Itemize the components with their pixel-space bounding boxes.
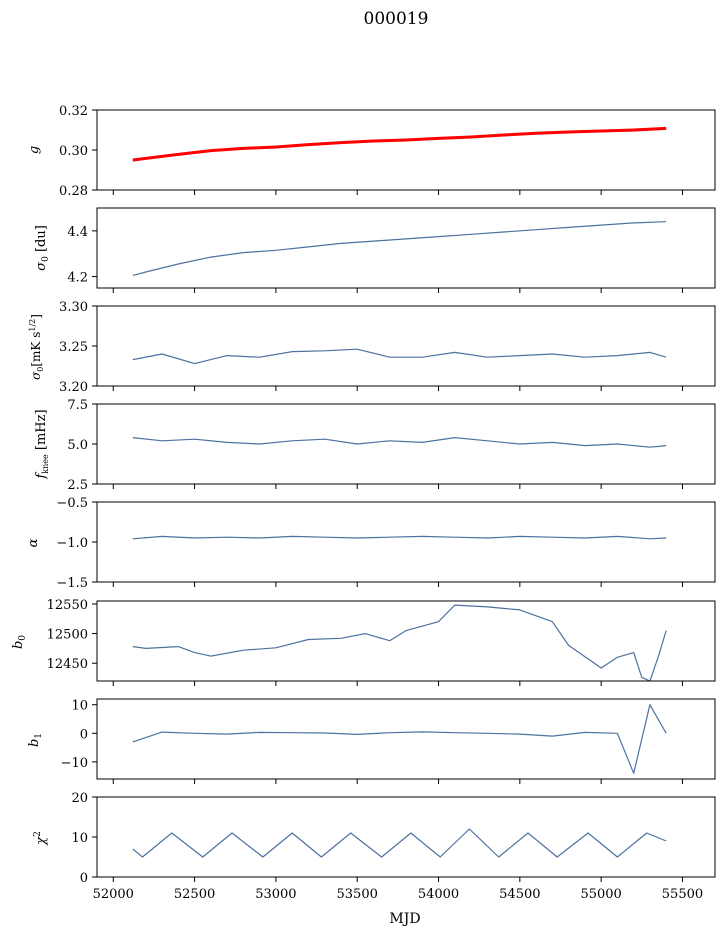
- y-tick-label-fknee-0: 2.5: [67, 478, 88, 493]
- y-tick-label-chi2-0: 0: [80, 871, 88, 886]
- panel-alpha: α: [26, 538, 41, 547]
- series-line-alpha-0: [132, 535, 667, 540]
- svg-text:α: α: [26, 538, 41, 547]
- panel-b0: b0: [11, 635, 28, 649]
- axes-frame-sigma0-mk: [96, 305, 716, 387]
- y-tick-label-sigma0-du-1: 4.4: [67, 225, 88, 240]
- series-line-b1-0: [132, 704, 667, 774]
- x-tick-label-0: 52000: [93, 887, 134, 902]
- axes-frame-sigma0-du: [96, 207, 716, 289]
- panel-b0-ylabel: b0: [11, 635, 28, 649]
- panel-chi2-ylabel: χ2: [33, 831, 49, 846]
- axes-frame-alpha: [96, 501, 716, 583]
- axes-frame-b0: [96, 600, 716, 682]
- series-line-sigma0-du-0: [132, 221, 667, 276]
- y-tick-label-b1-2: 10: [71, 699, 88, 714]
- svg-text:fknee [mHz]: fknee [mHz]: [34, 409, 50, 479]
- svg-text:b1: b1: [27, 733, 44, 747]
- y-tick-label-chi2-1: 10: [71, 831, 88, 846]
- panel-g: g: [27, 146, 42, 154]
- y-tick-label-fknee-1: 5.0: [67, 438, 88, 453]
- svg-text:χ2: χ2: [33, 831, 49, 846]
- y-tick-label-b1-1: 0: [80, 727, 88, 742]
- svg-text:g: g: [27, 146, 42, 154]
- y-tick-label-g-1: 0.30: [59, 144, 88, 159]
- panel-fknee: fknee [mHz]: [34, 409, 50, 479]
- panel-sigma0-mk: σ0[mK s1/2]: [28, 314, 45, 380]
- x-tick-label-3: 53500: [337, 887, 378, 902]
- x-tick-label-6: 55000: [580, 887, 621, 902]
- y-tick-label-sigma0-mk-0: 3.20: [59, 380, 88, 395]
- panel-fknee-ylabel: fknee [mHz]: [34, 409, 50, 479]
- y-tick-label-sigma0-mk-1: 3.25: [59, 340, 88, 355]
- y-tick-label-chi2-2: 20: [71, 791, 88, 806]
- y-tick-label-sigma0-du-0: 4.2: [67, 271, 88, 286]
- y-tick-label-b1-0: −10: [61, 756, 88, 771]
- svg-text:σ0[mK s1/2]: σ0[mK s1/2]: [28, 314, 45, 380]
- panel-alpha-ylabel: α: [26, 538, 41, 547]
- svg-text:b0: b0: [11, 635, 28, 649]
- panel-chi2: χ2: [33, 831, 49, 846]
- panel-sigma0-du: σ0 [du]: [34, 225, 51, 271]
- y-tick-label-b0-2: 12550: [47, 598, 88, 613]
- x-tick-label-2: 53000: [255, 887, 296, 902]
- x-tick-label-4: 54000: [418, 887, 459, 902]
- y-tick-label-b0-0: 12450: [47, 657, 88, 672]
- panel-sigma0-mk-ylabel: σ0[mK s1/2]: [28, 314, 45, 380]
- y-tick-label-alpha-1: −1.0: [56, 536, 88, 551]
- y-tick-label-fknee-2: 7.5: [67, 398, 88, 413]
- panel-sigma0-du-ylabel: σ0 [du]: [34, 225, 51, 271]
- panel-b1: b1: [27, 733, 44, 747]
- series-line-b0-0: [132, 604, 667, 682]
- panel-b1-ylabel: b1: [27, 733, 44, 747]
- y-tick-label-sigma0-mk-2: 3.30: [59, 300, 88, 315]
- series-line-sigma0-mk-0: [132, 348, 667, 365]
- x-tick-label-1: 52500: [174, 887, 215, 902]
- svg-text:σ0 [du]: σ0 [du]: [34, 225, 51, 271]
- axes-frame-g: [96, 109, 716, 191]
- y-tick-label-g-0: 0.28: [59, 184, 88, 199]
- x-tick-label-5: 54500: [499, 887, 540, 902]
- series-line-chi2-0: [132, 828, 667, 858]
- y-tick-label-g-2: 0.32: [59, 104, 88, 119]
- y-tick-label-alpha-2: −0.5: [56, 496, 88, 511]
- series-line-g-0: [132, 128, 667, 162]
- series-line-fknee-0: [132, 437, 667, 448]
- series-line-g-1: [132, 126, 667, 162]
- x-axis-label: MJD: [389, 911, 420, 927]
- axes-frame-b1: [96, 698, 716, 780]
- figure-title: 000019: [364, 9, 429, 29]
- y-tick-label-alpha-0: −1.5: [56, 576, 88, 591]
- x-tick-label-7: 55500: [662, 887, 703, 902]
- y-tick-label-b0-1: 12500: [47, 628, 88, 643]
- panel-g-ylabel: g: [27, 146, 42, 154]
